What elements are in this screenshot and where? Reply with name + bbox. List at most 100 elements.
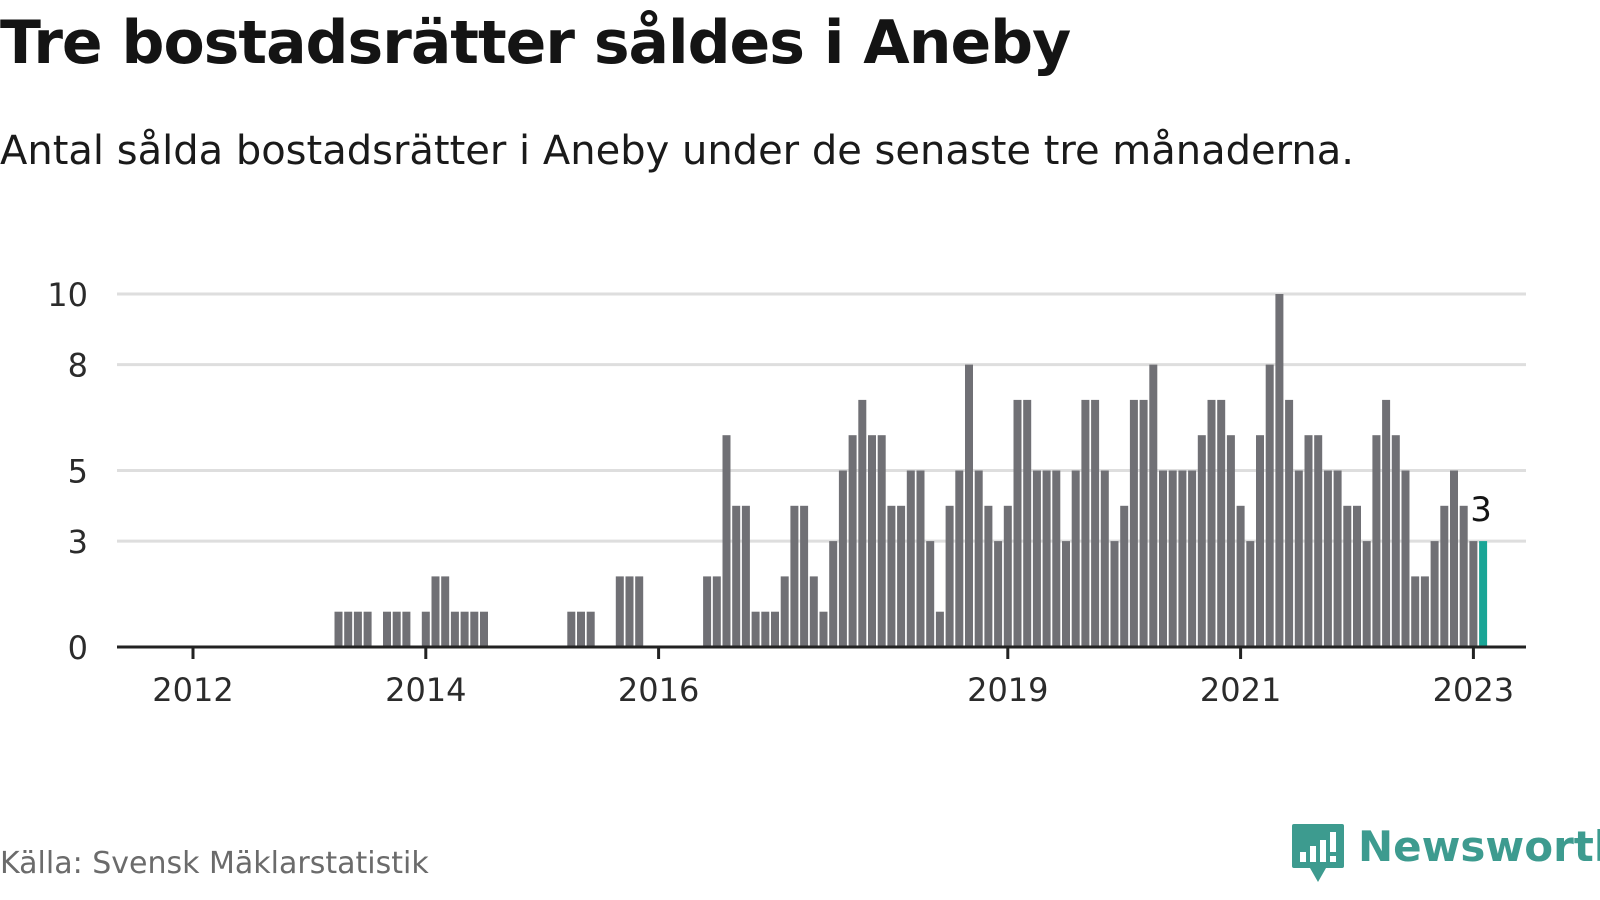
bar: [1314, 435, 1323, 647]
bar: [1362, 541, 1371, 647]
bar: [353, 611, 362, 647]
bar: [906, 470, 915, 647]
bar: [1353, 505, 1361, 647]
bar: [383, 611, 391, 647]
y-tick-label: 5: [68, 453, 88, 491]
bar: [819, 611, 828, 647]
bar: [450, 611, 459, 647]
bar: [431, 576, 440, 647]
bar: [1139, 399, 1148, 647]
bar: [1071, 470, 1080, 647]
x-tick-label: 2019: [967, 671, 1048, 709]
bar: [1197, 435, 1206, 647]
bar: [761, 611, 770, 647]
bar: [994, 541, 1003, 647]
bar: [586, 611, 595, 647]
y-tick-label: 10: [47, 276, 88, 314]
bar: [1401, 470, 1410, 647]
bar: [567, 611, 576, 647]
bar: [974, 470, 983, 647]
bar: [1178, 470, 1187, 647]
bar: [470, 611, 479, 647]
bar: [392, 611, 401, 647]
bar: [635, 576, 644, 647]
bar: [441, 576, 450, 647]
bar: [1256, 435, 1264, 647]
bar: [868, 435, 876, 647]
bar: [1285, 399, 1294, 647]
bar: [858, 399, 867, 647]
bar: [703, 576, 712, 647]
bar: [1459, 505, 1468, 647]
bar: [926, 541, 935, 647]
chart-subtitle: Antal sålda bostadsrätter i Aneby under …: [0, 128, 1354, 174]
bar-highlight: [1479, 541, 1488, 647]
bar: [334, 611, 343, 647]
bar: [1159, 470, 1167, 647]
bar: [751, 611, 760, 647]
source-note: Källa: Svensk Mäklarstatistik: [0, 846, 429, 881]
bar: [712, 576, 721, 647]
x-tick-label: 2012: [152, 671, 233, 709]
x-tick-label: 2023: [1433, 671, 1514, 709]
bar: [1003, 505, 1012, 647]
chart-bubble-icon: [1292, 824, 1344, 882]
bar: [848, 435, 857, 647]
bar: [877, 435, 886, 647]
bar: [1110, 541, 1119, 647]
bar: [1236, 505, 1245, 647]
bar: [945, 505, 954, 647]
bar: [984, 505, 993, 647]
bar: [809, 576, 818, 647]
bar: [838, 470, 847, 647]
bar: [1382, 399, 1391, 647]
highlight-value-label: 3: [1470, 490, 1492, 530]
bar: [1294, 470, 1303, 647]
bar: [1091, 399, 1100, 647]
bar: [1042, 470, 1051, 647]
bar: [1081, 399, 1090, 647]
bar: [1275, 294, 1284, 647]
x-axis-ticks: 2012 2014 2016 2019 2021 2023: [152, 647, 1514, 709]
bar: [1265, 364, 1274, 647]
bar: [1304, 435, 1313, 647]
bar: [1430, 541, 1439, 647]
bar: [1450, 470, 1458, 647]
bar: [1333, 470, 1342, 647]
annotations: 3: [1470, 490, 1492, 530]
bar: [1149, 364, 1158, 647]
bar: [363, 611, 372, 647]
bar: [1062, 541, 1070, 647]
bar: [615, 576, 624, 647]
bar: [1440, 505, 1449, 647]
chart-title: Tre bostadsrätter såldes i Aneby: [0, 8, 1071, 78]
bar: [780, 576, 789, 647]
bar: [1023, 399, 1032, 647]
bar: [1188, 470, 1197, 647]
bar: [1168, 470, 1177, 647]
bar: [344, 611, 353, 647]
bar: [1120, 505, 1129, 647]
bar: [421, 611, 430, 647]
bar: [829, 541, 838, 647]
bar: [955, 470, 964, 647]
bar: [790, 505, 799, 647]
bar: [1100, 470, 1109, 647]
bar: [771, 611, 779, 647]
bar: [1226, 435, 1235, 647]
bar: [1013, 399, 1022, 647]
bar: [1217, 399, 1226, 647]
bar: [732, 505, 741, 647]
bar: [800, 505, 809, 647]
y-tick-label: 3: [68, 523, 88, 561]
bar: [741, 505, 750, 647]
x-tick-label: 2014: [385, 671, 466, 709]
brand-logo[interactable]: Newsworthy: [1290, 822, 1600, 890]
brand-name: Newsworthy: [1358, 822, 1600, 871]
bar: [1372, 435, 1381, 647]
bar: [1411, 576, 1420, 647]
bar: [460, 611, 469, 647]
bar: [722, 435, 731, 647]
